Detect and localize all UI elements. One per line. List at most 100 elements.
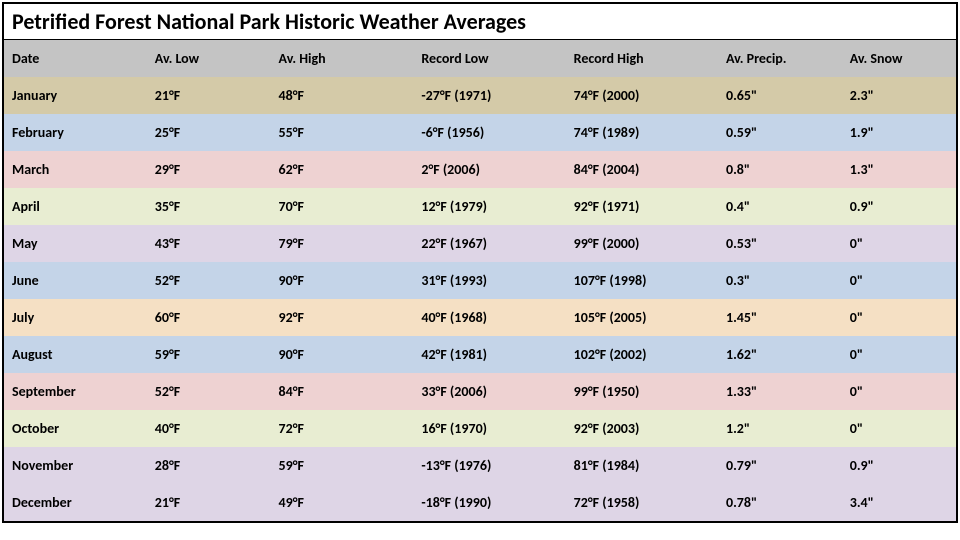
cell-rechigh: 74°F (1989) bbox=[566, 114, 718, 151]
cell-date: May bbox=[4, 225, 147, 262]
cell-low: 40°F bbox=[147, 410, 271, 447]
cell-date: March bbox=[4, 151, 147, 188]
header-precip: Av. Precip. bbox=[718, 40, 842, 77]
cell-date: October bbox=[4, 410, 147, 447]
cell-snow: 1.3" bbox=[842, 151, 956, 188]
table-row: March29°F62°F2°F (2006)84°F (2004)0.8"1.… bbox=[4, 151, 956, 188]
table-row: May43°F79°F22°F (1967)99°F (2000)0.53"0" bbox=[4, 225, 956, 262]
cell-date: January bbox=[4, 77, 147, 114]
cell-low: 52°F bbox=[147, 373, 271, 410]
table-row: September52°F84°F33°F (2006)99°F (1950)1… bbox=[4, 373, 956, 410]
cell-low: 43°F bbox=[147, 225, 271, 262]
cell-precip: 1.2" bbox=[718, 410, 842, 447]
header-low: Av. Low bbox=[147, 40, 271, 77]
cell-precip: 0.59" bbox=[718, 114, 842, 151]
cell-low: 25°F bbox=[147, 114, 271, 151]
cell-rechigh: 99°F (2000) bbox=[566, 225, 718, 262]
cell-precip: 1.45" bbox=[718, 299, 842, 336]
table-row: November28°F59°F-13°F (1976)81°F (1984)0… bbox=[4, 447, 956, 484]
cell-precip: 0.8" bbox=[718, 151, 842, 188]
cell-snow: 2.3" bbox=[842, 77, 956, 114]
cell-low: 35°F bbox=[147, 188, 271, 225]
cell-reclow: 33°F (2006) bbox=[413, 373, 565, 410]
cell-snow: 0.9" bbox=[842, 447, 956, 484]
cell-precip: 0.3" bbox=[718, 262, 842, 299]
cell-high: 79°F bbox=[271, 225, 414, 262]
cell-snow: 0" bbox=[842, 225, 956, 262]
table-row: April35°F70°F12°F (1979)92°F (1971)0.4"0… bbox=[4, 188, 956, 225]
cell-date: December bbox=[4, 484, 147, 521]
cell-snow: 1.9" bbox=[842, 114, 956, 151]
table-row: July60°F92°F40°F (1968)105°F (2005)1.45"… bbox=[4, 299, 956, 336]
cell-low: 29°F bbox=[147, 151, 271, 188]
cell-rechigh: 102°F (2002) bbox=[566, 336, 718, 373]
cell-low: 21°F bbox=[147, 77, 271, 114]
table-row: June52°F90°F31°F (1993)107°F (1998)0.3"0… bbox=[4, 262, 956, 299]
cell-high: 55°F bbox=[271, 114, 414, 151]
table-row: February25°F55°F-6°F (1956)74°F (1989)0.… bbox=[4, 114, 956, 151]
cell-snow: 0" bbox=[842, 373, 956, 410]
cell-date: August bbox=[4, 336, 147, 373]
cell-high: 72°F bbox=[271, 410, 414, 447]
cell-low: 59°F bbox=[147, 336, 271, 373]
cell-high: 90°F bbox=[271, 336, 414, 373]
cell-precip: 1.62" bbox=[718, 336, 842, 373]
cell-reclow: 12°F (1979) bbox=[413, 188, 565, 225]
cell-snow: 0" bbox=[842, 262, 956, 299]
cell-low: 21°F bbox=[147, 484, 271, 521]
cell-date: September bbox=[4, 373, 147, 410]
cell-high: 62°F bbox=[271, 151, 414, 188]
cell-precip: 0.78" bbox=[718, 484, 842, 521]
cell-high: 90°F bbox=[271, 262, 414, 299]
cell-snow: 0" bbox=[842, 410, 956, 447]
cell-high: 70°F bbox=[271, 188, 414, 225]
cell-date: June bbox=[4, 262, 147, 299]
cell-snow: 3.4" bbox=[842, 484, 956, 521]
table-row: October40°F72°F16°F (1970)92°F (2003)1.2… bbox=[4, 410, 956, 447]
weather-table: Date Av. Low Av. High Record Low Record … bbox=[4, 40, 956, 521]
cell-high: 59°F bbox=[271, 447, 414, 484]
cell-rechigh: 72°F (1958) bbox=[566, 484, 718, 521]
cell-precip: 0.65" bbox=[718, 77, 842, 114]
cell-snow: 0" bbox=[842, 336, 956, 373]
cell-date: November bbox=[4, 447, 147, 484]
header-rechigh: Record High bbox=[566, 40, 718, 77]
cell-reclow: 2°F (2006) bbox=[413, 151, 565, 188]
table-body: January21°F48°F-27°F (1971)74°F (2000)0.… bbox=[4, 77, 956, 521]
table-title: Petrified Forest National Park Historic … bbox=[4, 4, 956, 40]
cell-rechigh: 84°F (2004) bbox=[566, 151, 718, 188]
header-high: Av. High bbox=[271, 40, 414, 77]
header-date: Date bbox=[4, 40, 147, 77]
cell-precip: 0.53" bbox=[718, 225, 842, 262]
table-row: August59°F90°F42°F (1981)102°F (2002)1.6… bbox=[4, 336, 956, 373]
cell-reclow: -6°F (1956) bbox=[413, 114, 565, 151]
cell-rechigh: 92°F (2003) bbox=[566, 410, 718, 447]
cell-reclow: -13°F (1976) bbox=[413, 447, 565, 484]
cell-high: 48°F bbox=[271, 77, 414, 114]
header-snow: Av. Snow bbox=[842, 40, 956, 77]
cell-high: 84°F bbox=[271, 373, 414, 410]
cell-reclow: -27°F (1971) bbox=[413, 77, 565, 114]
cell-reclow: 42°F (1981) bbox=[413, 336, 565, 373]
cell-date: February bbox=[4, 114, 147, 151]
cell-precip: 0.79" bbox=[718, 447, 842, 484]
cell-snow: 0" bbox=[842, 299, 956, 336]
cell-rechigh: 92°F (1971) bbox=[566, 188, 718, 225]
weather-table-container: Petrified Forest National Park Historic … bbox=[2, 2, 958, 523]
cell-high: 92°F bbox=[271, 299, 414, 336]
cell-rechigh: 74°F (2000) bbox=[566, 77, 718, 114]
table-row: January21°F48°F-27°F (1971)74°F (2000)0.… bbox=[4, 77, 956, 114]
cell-reclow: 16°F (1970) bbox=[413, 410, 565, 447]
cell-rechigh: 99°F (1950) bbox=[566, 373, 718, 410]
table-row: December21°F49°F-18°F (1990)72°F (1958)0… bbox=[4, 484, 956, 521]
cell-rechigh: 81°F (1984) bbox=[566, 447, 718, 484]
cell-reclow: -18°F (1990) bbox=[413, 484, 565, 521]
cell-low: 52°F bbox=[147, 262, 271, 299]
header-reclow: Record Low bbox=[413, 40, 565, 77]
cell-low: 28°F bbox=[147, 447, 271, 484]
cell-reclow: 31°F (1993) bbox=[413, 262, 565, 299]
cell-precip: 1.33" bbox=[718, 373, 842, 410]
cell-precip: 0.4" bbox=[718, 188, 842, 225]
cell-reclow: 22°F (1967) bbox=[413, 225, 565, 262]
cell-rechigh: 105°F (2005) bbox=[566, 299, 718, 336]
